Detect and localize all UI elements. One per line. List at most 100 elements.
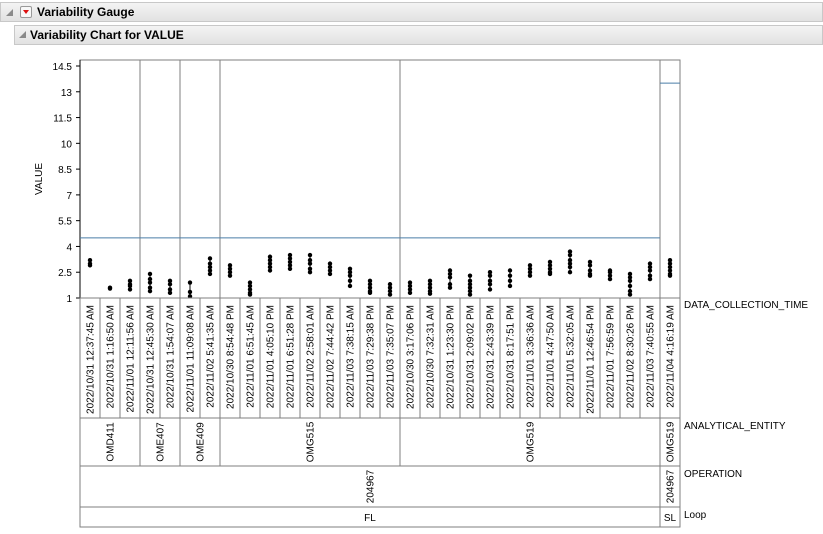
data-point xyxy=(167,290,173,296)
data-point xyxy=(367,282,373,287)
data-point xyxy=(267,254,273,259)
entity-label: OMG519 xyxy=(526,421,537,462)
data-point xyxy=(627,278,633,284)
data-point xyxy=(287,263,293,268)
data-point xyxy=(227,263,233,268)
time-label: 2022/11/01 4:47:50 AM xyxy=(546,305,557,408)
data-point xyxy=(307,261,313,266)
level-name: DATA_COLLECTION_TIME xyxy=(684,300,808,311)
level-name: OPERATION xyxy=(684,469,742,480)
data-point xyxy=(327,271,333,277)
data-point xyxy=(667,273,673,278)
data-point xyxy=(567,270,573,275)
y-tick-label: 8.5 xyxy=(58,165,72,176)
data-point xyxy=(447,275,453,280)
data-point xyxy=(247,287,253,292)
time-label: 2022/10/31 1:16:50 AM xyxy=(106,305,117,408)
time-label: 2022/10/31 2:43:39 PM xyxy=(486,305,497,409)
data-point xyxy=(247,292,253,297)
data-point xyxy=(427,285,433,290)
data-point xyxy=(347,266,353,271)
y-tick-label: 14.5 xyxy=(53,62,73,73)
data-point xyxy=(207,268,213,273)
time-label: 2022/11/03 7:40:55 AM xyxy=(646,305,657,408)
time-label: 2022/11/01 6:51:28 PM xyxy=(286,305,297,408)
data-point xyxy=(527,266,533,271)
collapse-triangle-icon[interactable] xyxy=(19,31,26,38)
data-point xyxy=(667,264,673,270)
time-label: 2022/10/31 1:23:30 PM xyxy=(446,305,457,409)
data-point xyxy=(507,268,513,273)
variability-chart-outline-header[interactable]: Variability Chart for VALUE xyxy=(14,25,823,45)
data-point xyxy=(307,257,313,263)
red-triangle-menu-icon[interactable] xyxy=(20,6,32,18)
data-point xyxy=(647,273,653,278)
y-tick-label: 7 xyxy=(66,191,72,202)
time-label: 2022/11/02 2:58:01 AM xyxy=(306,305,317,408)
data-point xyxy=(307,266,313,271)
time-label: 2022/11/04 4:16:19 AM xyxy=(666,305,677,408)
data-point xyxy=(387,292,393,297)
data-point xyxy=(147,288,153,294)
data-point xyxy=(527,273,533,278)
data-point xyxy=(507,278,513,284)
data-point xyxy=(647,268,653,273)
data-point xyxy=(227,273,233,278)
data-point xyxy=(627,275,633,280)
data-point xyxy=(627,271,633,277)
level-name: Loop xyxy=(684,510,707,521)
entity-label: OMD411 xyxy=(106,422,117,462)
data-point xyxy=(207,256,213,261)
data-point xyxy=(227,270,233,275)
time-label: 2022/10/31 8:17:51 PM xyxy=(506,305,517,409)
data-point xyxy=(107,286,113,291)
data-point xyxy=(647,276,653,282)
data-point xyxy=(607,273,613,278)
time-label: 2022/10/31 1:54:07 AM xyxy=(166,305,177,408)
data-point xyxy=(127,283,133,289)
data-point xyxy=(587,259,593,265)
data-point xyxy=(187,294,193,299)
data-point xyxy=(467,282,473,287)
time-label: 2022/10/31 12:45:30 AM xyxy=(146,305,157,414)
data-point xyxy=(447,271,453,277)
data-point xyxy=(347,278,353,284)
data-point xyxy=(467,292,473,297)
entity-label: OME409 xyxy=(196,422,207,462)
collapse-triangle-icon[interactable] xyxy=(6,9,13,16)
data-point xyxy=(367,285,373,290)
entity-label: OMG519 xyxy=(666,421,677,462)
data-point xyxy=(167,287,173,292)
data-point xyxy=(307,252,313,258)
data-point xyxy=(347,270,353,275)
data-point xyxy=(667,268,673,273)
data-point xyxy=(547,266,553,271)
data-point xyxy=(267,257,273,263)
variability-gauge-outline-header[interactable]: Variability Gauge xyxy=(0,2,823,22)
data-point xyxy=(287,266,293,271)
time-label: 2022/11/03 7:35:07 PM xyxy=(386,305,397,408)
data-point xyxy=(627,288,633,294)
data-point xyxy=(367,278,373,284)
data-point xyxy=(387,282,393,287)
data-point xyxy=(467,288,473,294)
data-point xyxy=(647,261,653,266)
data-point xyxy=(327,268,333,273)
data-point xyxy=(587,268,593,273)
time-label: 2022/11/01 12:46:54 PM xyxy=(586,305,597,414)
data-point xyxy=(387,288,393,294)
time-label: 2022/10/30 3:17:06 PM xyxy=(406,305,417,409)
data-point xyxy=(667,257,673,263)
data-point xyxy=(167,282,173,287)
time-label: 2022/11/01 5:32:05 AM xyxy=(566,305,577,408)
data-point xyxy=(307,270,313,275)
data-point xyxy=(487,287,493,292)
data-point xyxy=(247,280,253,285)
data-point xyxy=(587,263,593,268)
data-point xyxy=(607,276,613,282)
y-tick-label: 4 xyxy=(66,242,72,253)
time-label: 2022/10/30 7:32:31 AM xyxy=(426,305,437,408)
data-point xyxy=(507,283,513,289)
y-tick-label: 2.5 xyxy=(58,268,72,279)
